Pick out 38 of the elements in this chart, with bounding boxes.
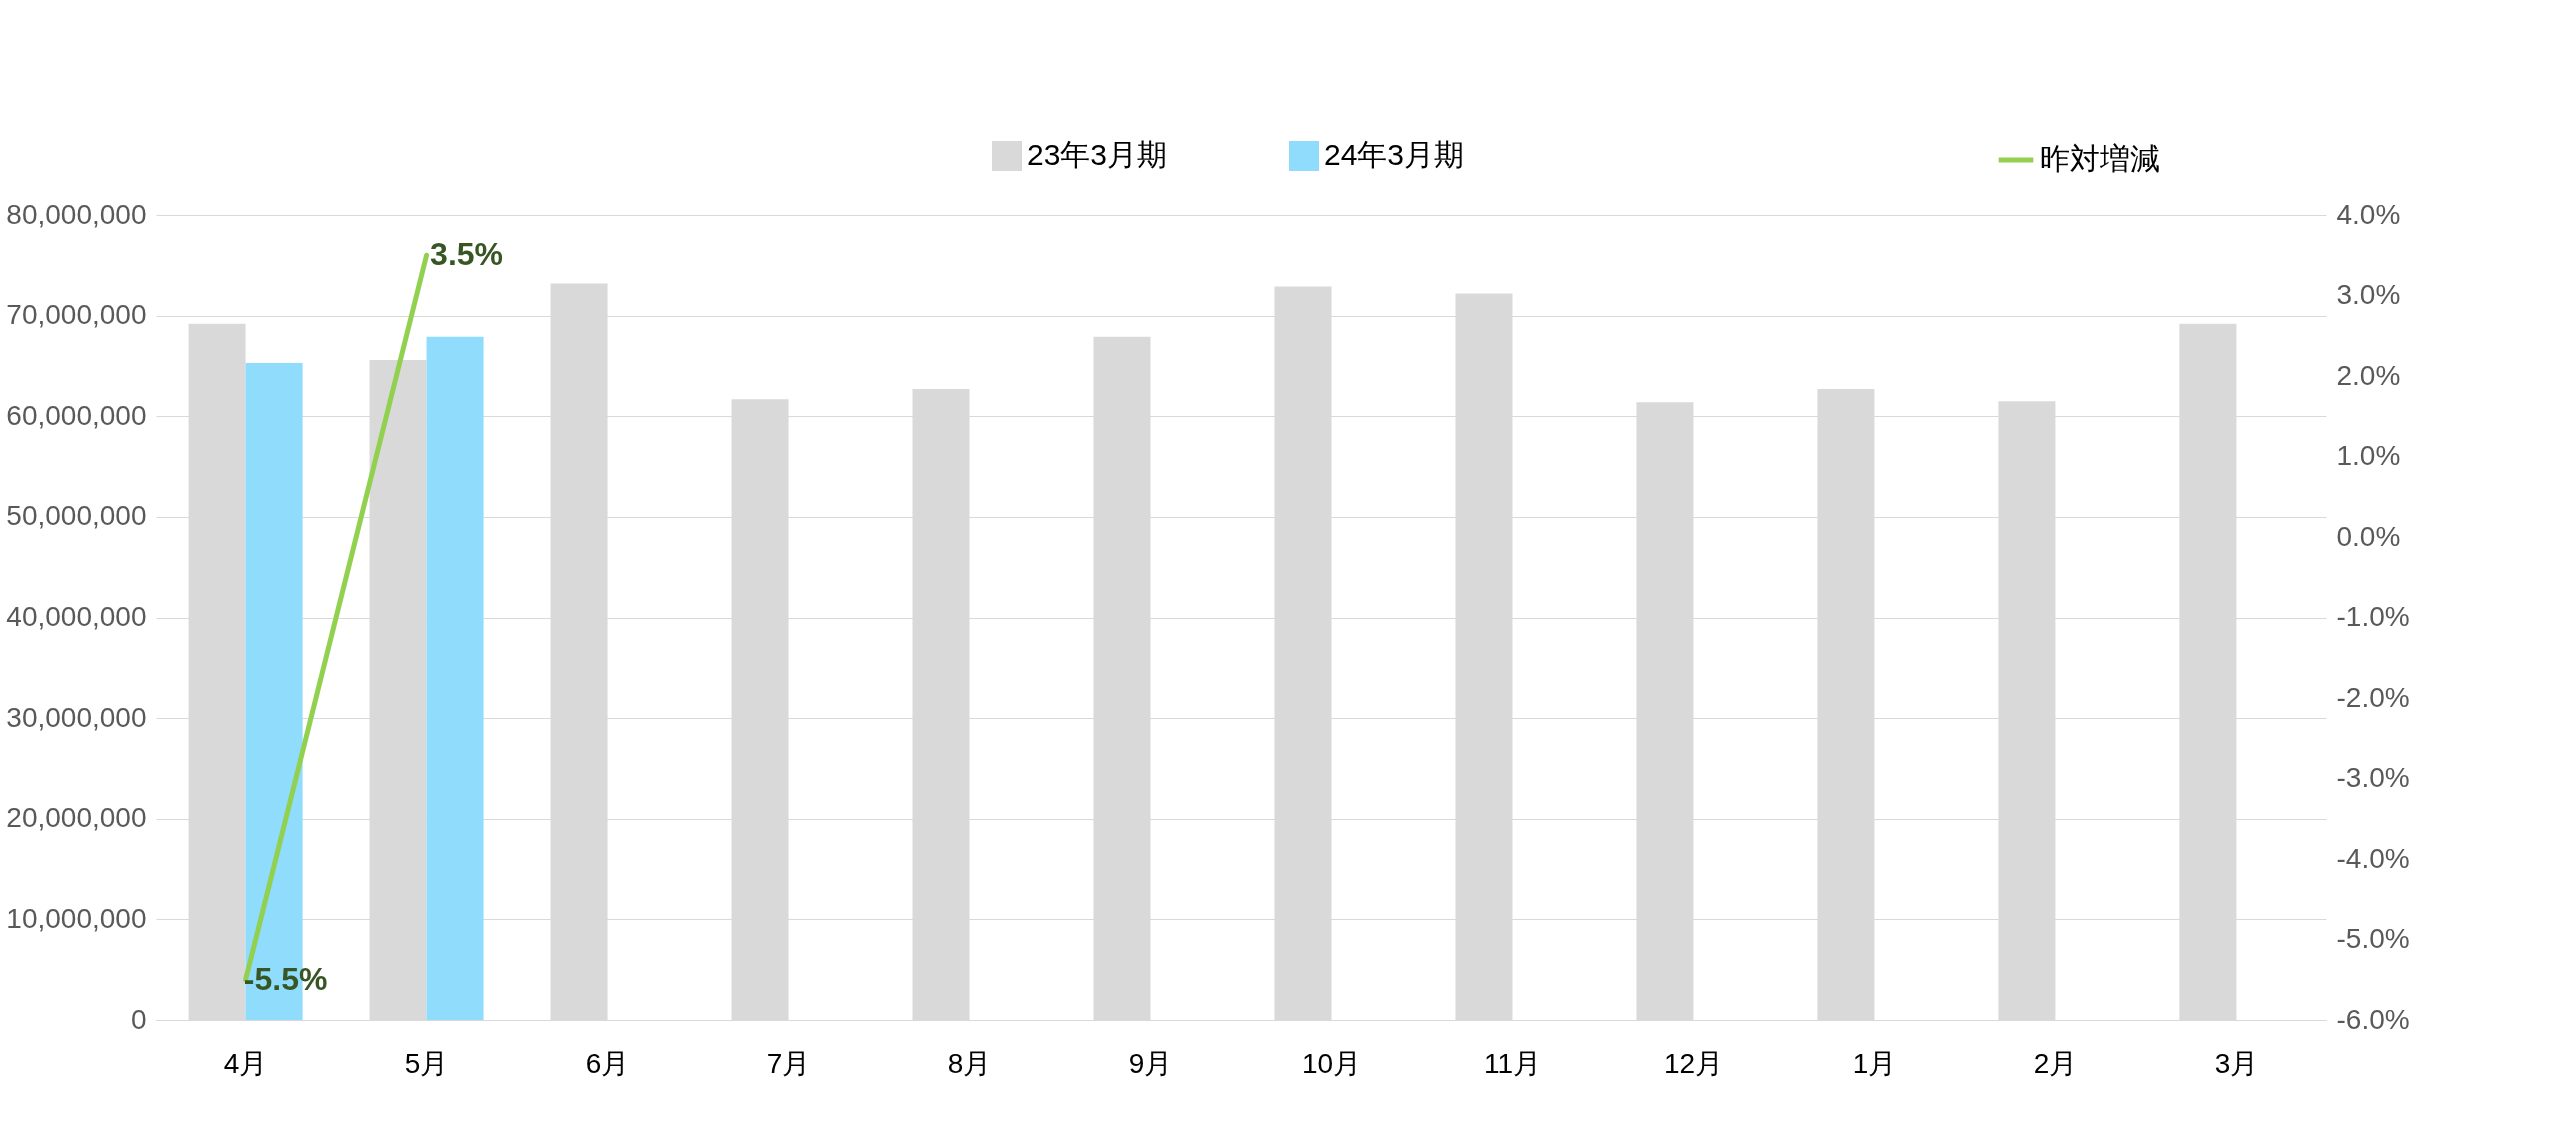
bar: [426, 336, 484, 1020]
y2-tick-label: -2.0%: [2336, 681, 2410, 713]
x-tick-label: 7月: [766, 1047, 811, 1079]
x-tick-label: 5月: [404, 1047, 449, 1079]
x-tick-label: 4月: [223, 1047, 268, 1079]
x-tick-label: 10月: [1301, 1047, 1362, 1079]
y-tick-label: 0: [130, 1003, 147, 1035]
y2-tick-label: -5.0%: [2336, 923, 2410, 954]
y-tick-label: 60,000,000: [6, 399, 147, 431]
y-tick-label: 30,000,000: [6, 701, 147, 733]
data-label: 3.5%: [430, 236, 504, 273]
x-tick-label: 2月: [2033, 1047, 2078, 1079]
data-label: -5.5%: [243, 960, 328, 997]
y-tick-label: 40,000,000: [6, 601, 147, 632]
y-tick-label: 70,000,000: [6, 299, 147, 331]
y-tick-label: 20,000,000: [6, 802, 147, 834]
legend-label: 24年3月期: [1324, 138, 1465, 171]
y-tick-label: 80,000,000: [6, 198, 147, 230]
y2-tick-label: 4.0%: [2336, 198, 2401, 230]
y2-tick-label: -1.0%: [2336, 601, 2410, 632]
y2-tick-label: 3.0%: [2336, 279, 2401, 310]
x-tick-label: 11月: [1483, 1047, 1542, 1079]
legend-label: 昨対増減: [2040, 142, 2160, 175]
y-tick-label: 10,000,000: [6, 902, 147, 934]
y2-tick-label: -4.0%: [2336, 842, 2410, 874]
y2-tick-label: 0.0%: [2336, 520, 2401, 552]
y2-tick-label: -3.0%: [2336, 762, 2410, 793]
y-tick-label: 50,000,000: [6, 500, 147, 532]
y2-tick-label: 1.0%: [2336, 440, 2401, 471]
x-tick-label: 6月: [585, 1047, 630, 1079]
x-tick-label: 3月: [2214, 1047, 2259, 1079]
x-tick-label: 8月: [947, 1047, 992, 1079]
x-tick-label: 9月: [1128, 1047, 1173, 1079]
x-tick-label: 1月: [1852, 1047, 1897, 1079]
x-tick-label: 12月: [1663, 1047, 1724, 1079]
y2-tick-label: -6.0%: [2336, 1003, 2410, 1035]
y2-tick-label: 2.0%: [2336, 359, 2401, 391]
legend-label: 23年3月期: [1027, 138, 1168, 171]
